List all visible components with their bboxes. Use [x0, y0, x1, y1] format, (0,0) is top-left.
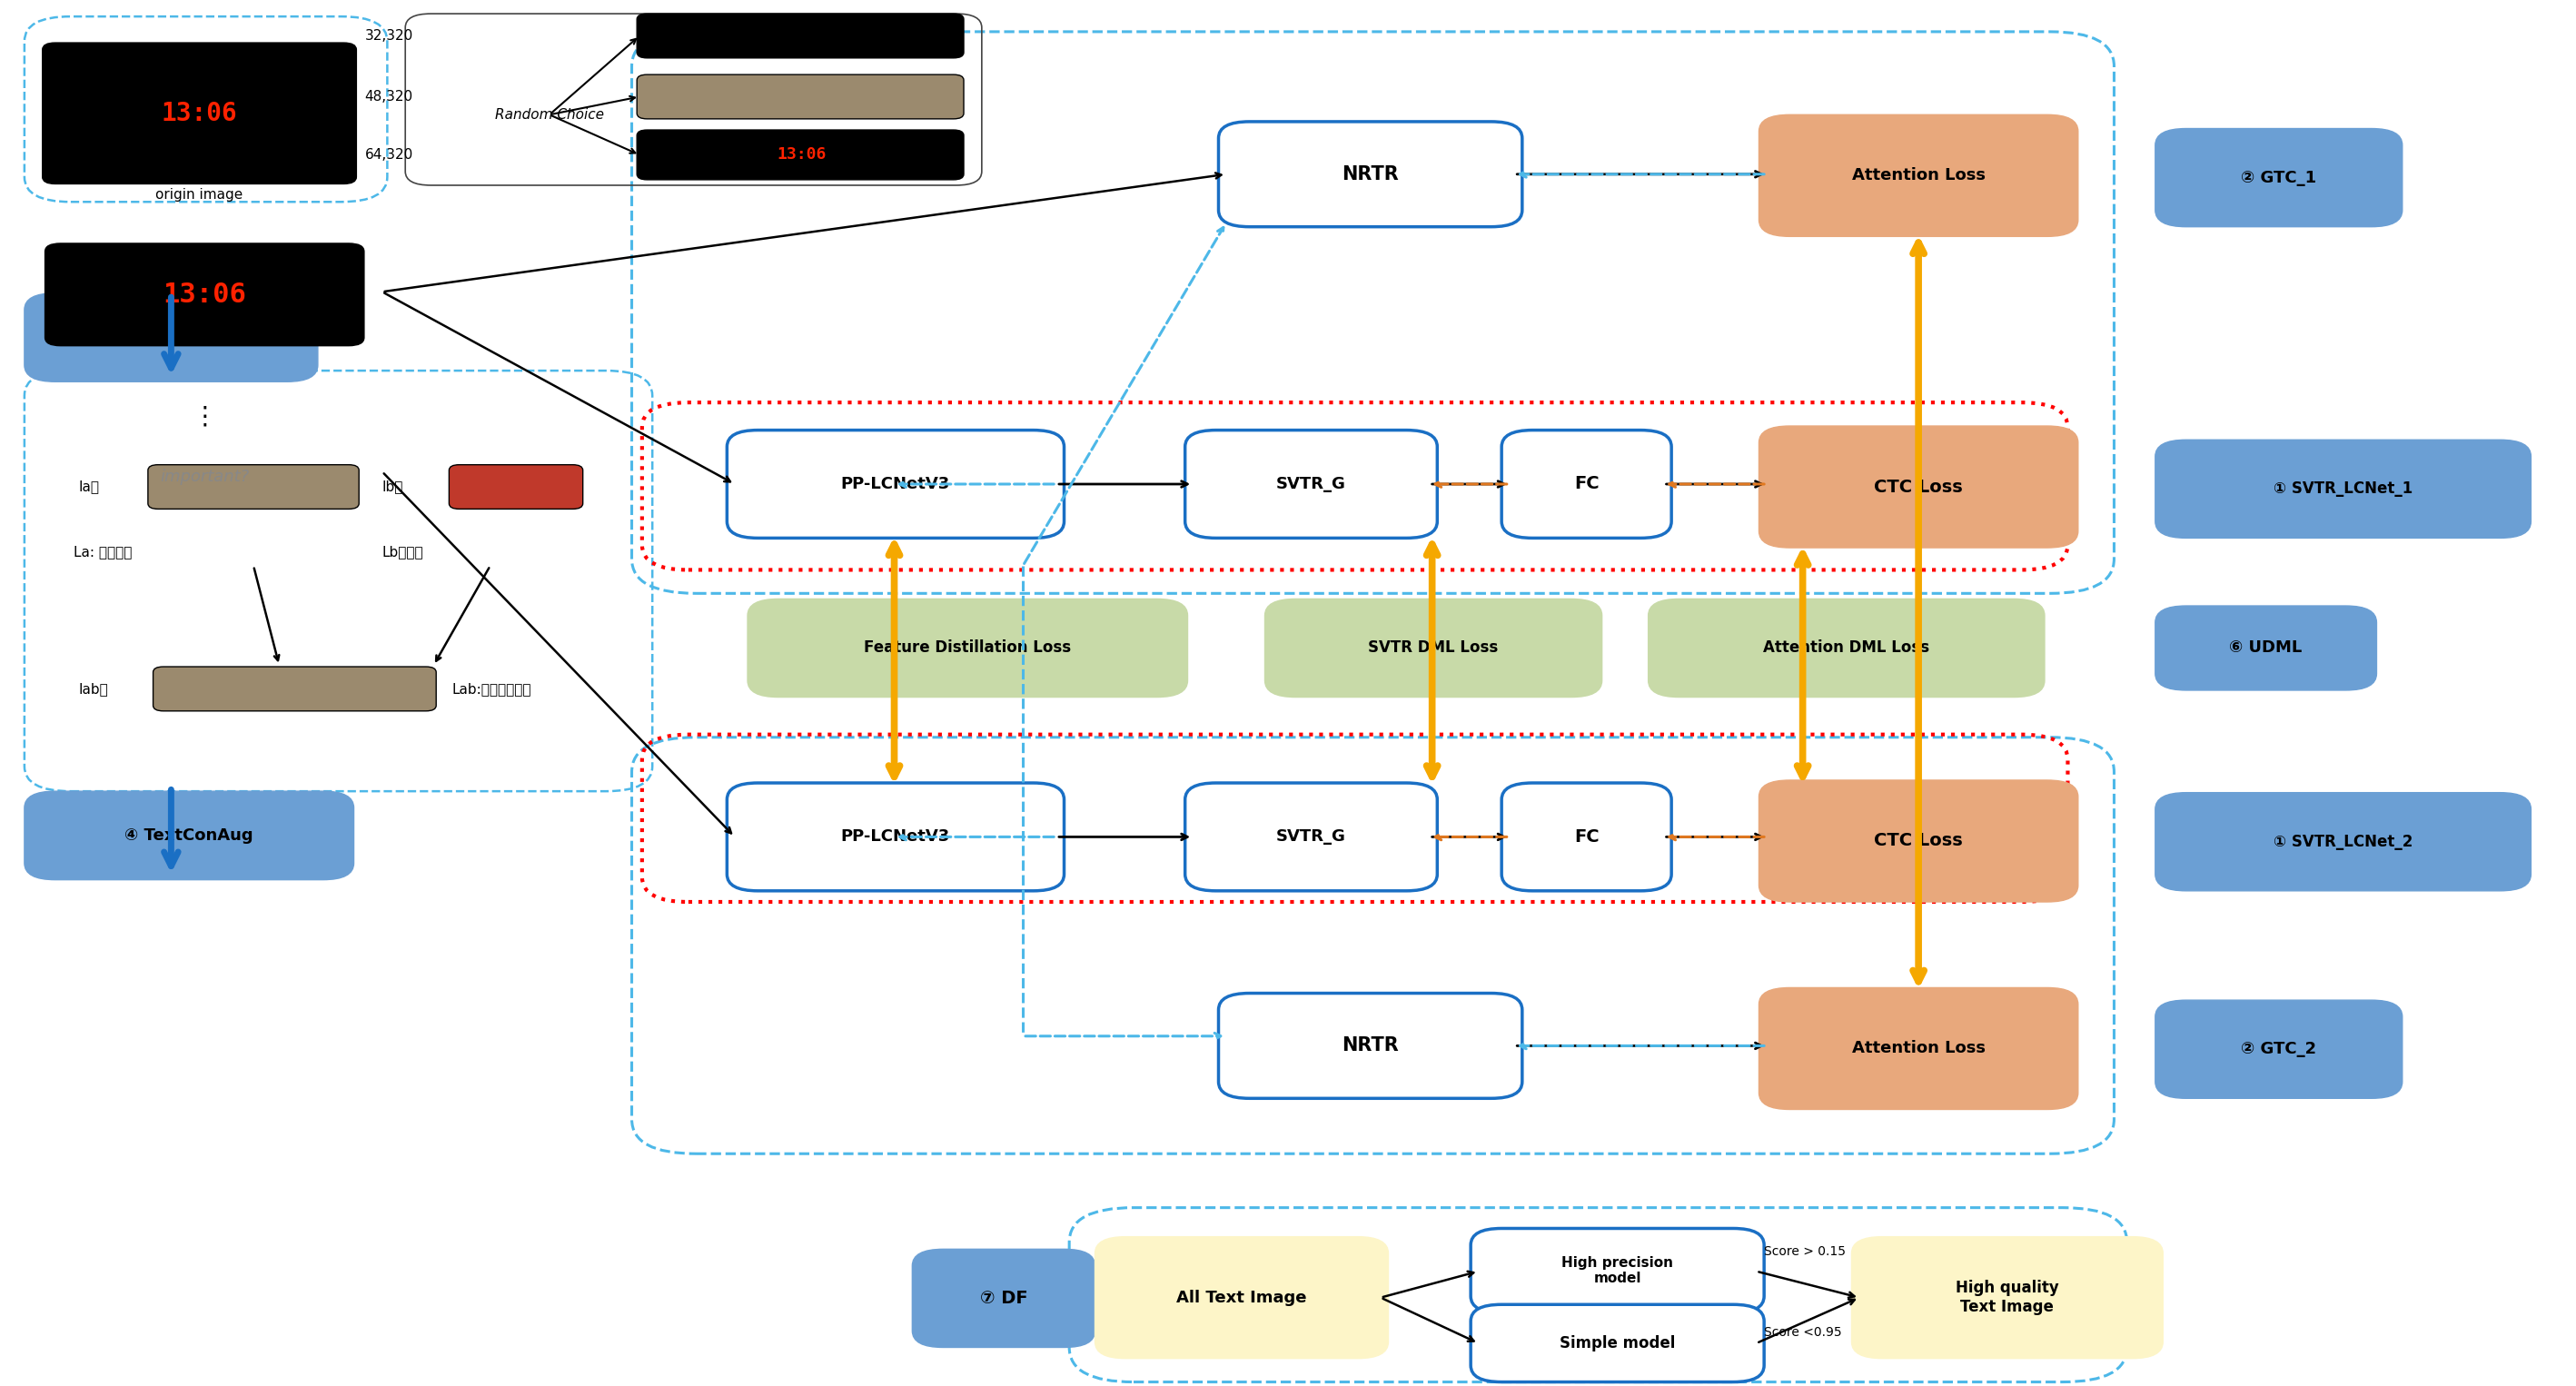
FancyBboxPatch shape — [2156, 129, 2403, 227]
Text: 13:06: 13:06 — [162, 281, 247, 308]
FancyBboxPatch shape — [1265, 599, 1602, 697]
Text: ⑦ DF: ⑦ DF — [979, 1289, 1028, 1307]
Text: High quality
Text Image: High quality Text Image — [1955, 1279, 2058, 1315]
Text: Simple model: Simple model — [1558, 1335, 1674, 1351]
Text: 48,320: 48,320 — [366, 90, 412, 104]
FancyBboxPatch shape — [23, 791, 353, 880]
Text: Score > 0.15: Score > 0.15 — [1765, 1246, 1847, 1258]
FancyBboxPatch shape — [44, 244, 363, 345]
FancyBboxPatch shape — [1759, 988, 2079, 1109]
Text: 32,320: 32,320 — [366, 29, 412, 43]
FancyBboxPatch shape — [1649, 599, 2045, 697]
FancyBboxPatch shape — [1502, 783, 1672, 891]
Text: NRTR: NRTR — [1342, 165, 1399, 183]
FancyBboxPatch shape — [1852, 1236, 2164, 1358]
Text: Feature Distillation Loss: Feature Distillation Loss — [863, 640, 1072, 656]
FancyBboxPatch shape — [1185, 430, 1437, 538]
Text: ① SVTR_LCNet_1: ① SVTR_LCNet_1 — [2275, 481, 2414, 498]
FancyBboxPatch shape — [747, 599, 1188, 697]
FancyBboxPatch shape — [152, 667, 435, 711]
FancyBboxPatch shape — [1095, 1236, 1388, 1358]
Text: Attention DML Loss: Attention DML Loss — [1765, 640, 1929, 656]
FancyBboxPatch shape — [1218, 122, 1522, 227]
Text: Iab：: Iab： — [77, 682, 108, 696]
Text: Attention Loss: Attention Loss — [1852, 168, 1986, 184]
FancyBboxPatch shape — [636, 130, 963, 180]
FancyBboxPatch shape — [2156, 793, 2532, 891]
Text: ④ TextConAug: ④ TextConAug — [124, 827, 252, 844]
FancyBboxPatch shape — [41, 43, 355, 184]
FancyBboxPatch shape — [23, 294, 317, 381]
Text: Ib：: Ib： — [381, 480, 404, 493]
Text: Attention Loss: Attention Loss — [1852, 1041, 1986, 1056]
Text: ⑥ UDML: ⑥ UDML — [2228, 640, 2303, 656]
Text: ⑤ Multi-Scale: ⑤ Multi-Scale — [111, 330, 232, 345]
FancyBboxPatch shape — [1502, 430, 1672, 538]
Text: ② GTC_1: ② GTC_1 — [2241, 169, 2316, 186]
Text: PP-LCNetV3: PP-LCNetV3 — [840, 829, 951, 845]
Text: important?: important? — [160, 468, 250, 485]
FancyBboxPatch shape — [448, 464, 582, 509]
Text: 13:06: 13:06 — [778, 147, 827, 164]
Text: All Text Image: All Text Image — [1177, 1289, 1306, 1306]
FancyBboxPatch shape — [726, 783, 1064, 891]
Text: FC: FC — [1574, 829, 1600, 845]
FancyBboxPatch shape — [1218, 994, 1522, 1098]
FancyBboxPatch shape — [1759, 426, 2079, 547]
Text: ⋮: ⋮ — [193, 403, 216, 430]
Text: Score <0.95: Score <0.95 — [1765, 1326, 1842, 1339]
Text: Random Choice: Random Choice — [495, 108, 603, 122]
FancyBboxPatch shape — [1759, 780, 2079, 902]
FancyBboxPatch shape — [636, 75, 963, 119]
FancyBboxPatch shape — [1471, 1304, 1765, 1382]
Text: 64,320: 64,320 — [366, 148, 412, 162]
Text: PP-LCNetV3: PP-LCNetV3 — [840, 475, 951, 492]
Text: origin image: origin image — [155, 188, 242, 202]
Text: CTC Loss: CTC Loss — [1875, 478, 1963, 495]
Text: ① SVTR_LCNet_2: ① SVTR_LCNet_2 — [2275, 833, 2414, 850]
Text: 13:06: 13:06 — [162, 101, 237, 126]
FancyBboxPatch shape — [2156, 606, 2378, 690]
FancyBboxPatch shape — [912, 1249, 1095, 1347]
Text: SVTR_G: SVTR_G — [1275, 829, 1347, 845]
FancyBboxPatch shape — [1471, 1228, 1765, 1313]
FancyBboxPatch shape — [2156, 1001, 2403, 1098]
FancyBboxPatch shape — [2156, 439, 2532, 538]
Text: High precision
model: High precision model — [1561, 1256, 1674, 1285]
FancyBboxPatch shape — [1185, 783, 1437, 891]
FancyBboxPatch shape — [1759, 115, 2079, 237]
Text: SVTR_G: SVTR_G — [1275, 475, 1347, 492]
FancyBboxPatch shape — [636, 14, 963, 58]
Text: Ia：: Ia： — [77, 480, 100, 493]
Text: ② GTC_2: ② GTC_2 — [2241, 1041, 2316, 1058]
Text: NRTR: NRTR — [1342, 1037, 1399, 1055]
Text: Lab:母婴百汇转让: Lab:母婴百汇转让 — [451, 682, 531, 696]
FancyBboxPatch shape — [726, 430, 1064, 538]
Text: Lb：转让: Lb：转让 — [381, 545, 422, 559]
Text: FC: FC — [1574, 475, 1600, 493]
Text: SVTR DML Loss: SVTR DML Loss — [1368, 640, 1499, 656]
FancyBboxPatch shape — [147, 464, 358, 509]
Text: La: 母婴百汇: La: 母婴百汇 — [72, 545, 131, 559]
Text: CTC Loss: CTC Loss — [1875, 833, 1963, 850]
